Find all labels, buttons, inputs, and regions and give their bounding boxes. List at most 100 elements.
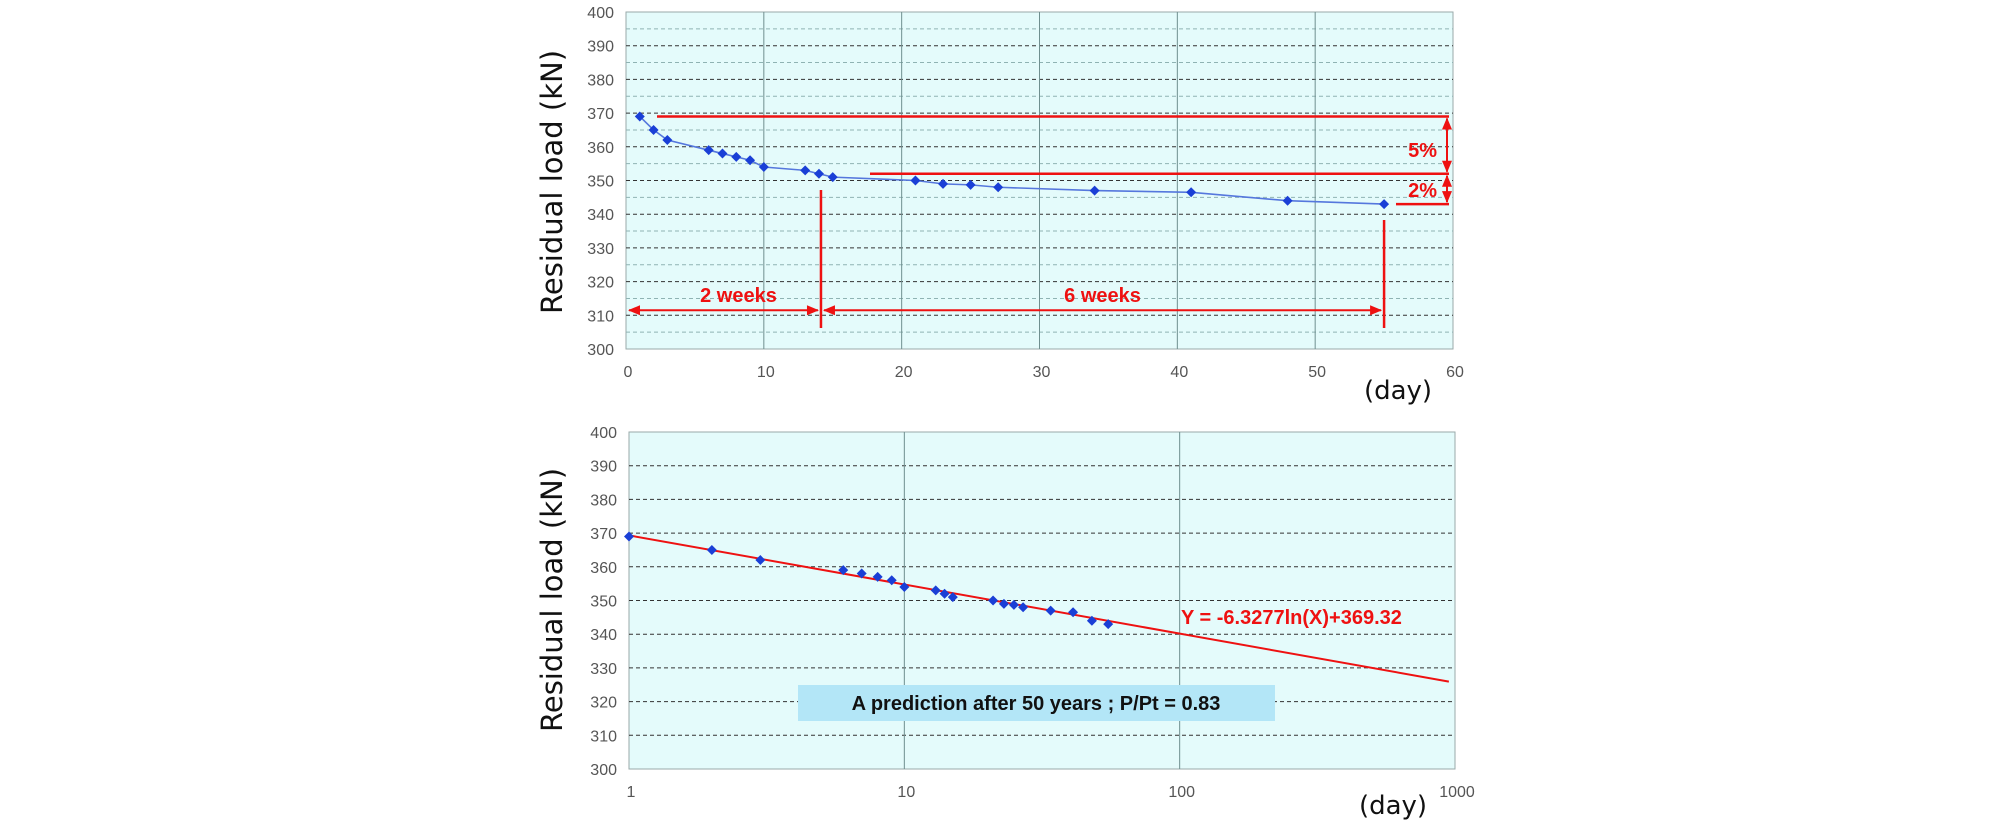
six-weeks-arrow-head-right: [1370, 305, 1383, 316]
y-tick-label: 400: [590, 425, 617, 442]
y-tick-label: 340: [590, 627, 617, 644]
data-point: [703, 145, 714, 156]
data-point: [1379, 199, 1390, 210]
data-point: [706, 544, 717, 555]
y-tick-label: 330: [590, 661, 617, 678]
data-point: [1008, 599, 1019, 610]
six-weeks-label: 6 weeks: [1064, 285, 1141, 307]
data-point: [947, 592, 958, 603]
y-tick-label: 310: [590, 728, 617, 745]
x-tick-labels-top: 0 10 20 30 40 50 60: [624, 364, 1464, 381]
data-point: [827, 172, 838, 183]
data-point: [899, 582, 910, 593]
y-tick-label: 380: [587, 72, 614, 89]
data-point: [938, 178, 949, 189]
y-tick-label: 370: [590, 526, 617, 543]
five-percent-arrow-head-bottom: [1442, 160, 1452, 173]
data-point: [1086, 615, 1097, 626]
x-tick-label: 60: [1446, 364, 1464, 381]
data-point: [755, 555, 766, 566]
annotations-bottom: Y = -6.3277ln(X)+369.32 A prediction afte…: [798, 607, 1402, 721]
two-weeks-label: 2 weeks: [700, 285, 777, 307]
x-tick-label: 50: [1308, 364, 1326, 381]
data-point: [988, 595, 999, 606]
y-tick-label: 390: [587, 39, 614, 56]
data-point: [745, 155, 756, 166]
y-axis-title-bottom: Residual load (kN): [535, 468, 569, 732]
series-bottom: [624, 531, 1450, 683]
y-tick-label: 350: [590, 594, 617, 611]
x-tick-label: 40: [1170, 364, 1188, 381]
data-point: [1045, 605, 1056, 616]
data-point: [1089, 185, 1100, 196]
grid-top: [626, 12, 1453, 349]
y-tick-label: 340: [587, 207, 614, 224]
y-tick-label: 370: [587, 106, 614, 123]
x-tick-label: 1000: [1439, 784, 1475, 801]
two-percent-label: 2%: [1408, 180, 1437, 202]
y-tick-label: 330: [587, 241, 614, 258]
data-point: [662, 135, 673, 146]
y-tick-label: 360: [587, 140, 614, 157]
y-tick-label: 400: [587, 5, 614, 22]
data-point: [965, 179, 976, 190]
data-point: [731, 151, 742, 162]
x-tick-label: 10: [757, 364, 775, 381]
y-tick-label: 320: [590, 695, 617, 712]
data-point: [717, 148, 728, 159]
x-tick-label: 100: [1168, 784, 1195, 801]
data-point: [910, 175, 921, 186]
chart-top-linear: 300 310 320 330 340 350 360 370 380 390 400 0 10 20 3…: [535, 5, 1464, 406]
y-tick-label: 310: [587, 308, 614, 325]
y-tick-labels-bottom: 300 310 320 330 340 350 360 370 380 390 400: [590, 425, 617, 779]
chart-bottom-log: 300 310 320 330 340 350 360 370 380 390 400 1 10 100…: [535, 425, 1475, 821]
trendline-equation: Y = -6.3277ln(X)+369.32: [1181, 607, 1402, 629]
x-tick-label: 1: [627, 784, 636, 801]
data-point: [1282, 195, 1293, 206]
data-point: [998, 598, 1009, 609]
x-tick-label: 0: [624, 364, 633, 381]
data-point: [930, 585, 941, 596]
data-point: [856, 568, 867, 579]
x-axis-unit-top: (day): [1364, 376, 1432, 406]
x-tick-label: 20: [895, 364, 913, 381]
x-tick-label: 30: [1033, 364, 1051, 381]
two-weeks-arrow-head-right: [806, 305, 819, 316]
prediction-note-box: [798, 685, 1275, 721]
data-point: [813, 168, 824, 179]
data-point: [758, 162, 769, 173]
data-point: [1103, 619, 1114, 630]
annotations-top: 5% 2% 2 weeks 6 weeks: [628, 115, 1452, 328]
trendline: [628, 534, 1450, 683]
x-axis-unit-bottom: (day): [1359, 791, 1427, 821]
two-weeks-arrow-head-left: [628, 305, 640, 316]
two-percent-arrow-head-bottom: [1442, 191, 1452, 204]
x-tick-label: 10: [897, 784, 915, 801]
data-point: [1186, 187, 1197, 198]
data-point: [872, 571, 883, 582]
prediction-note-text: A prediction after 50 years ; P/Pt = 0.8…: [852, 693, 1221, 715]
data-point: [624, 531, 634, 542]
y-tick-label: 390: [590, 459, 617, 476]
data-point: [634, 111, 645, 122]
y-tick-label: 380: [590, 492, 617, 509]
data-point: [648, 124, 659, 135]
six-weeks-arrow-head-left: [822, 305, 835, 316]
y-tick-label: 300: [587, 342, 614, 359]
data-point: [993, 182, 1004, 193]
data-point: [886, 575, 897, 586]
data-point: [1068, 607, 1079, 618]
five-percent-label: 5%: [1408, 140, 1437, 162]
y-tick-label: 360: [590, 560, 617, 577]
y-tick-labels-top: 300 310 320 330 340 350 360 370 380 390 400: [587, 5, 614, 359]
y-tick-label: 350: [587, 174, 614, 191]
data-point: [800, 165, 811, 176]
x-tick-labels-bottom: 1 10 100 1000: [627, 784, 1475, 801]
series-top: [634, 111, 1390, 210]
five-percent-arrow-head-top: [1442, 117, 1452, 130]
data-point: [939, 588, 950, 599]
y-axis-title-top: Residual load (kN): [535, 50, 569, 314]
y-tick-label: 320: [587, 275, 614, 292]
y-tick-label: 300: [590, 762, 617, 779]
